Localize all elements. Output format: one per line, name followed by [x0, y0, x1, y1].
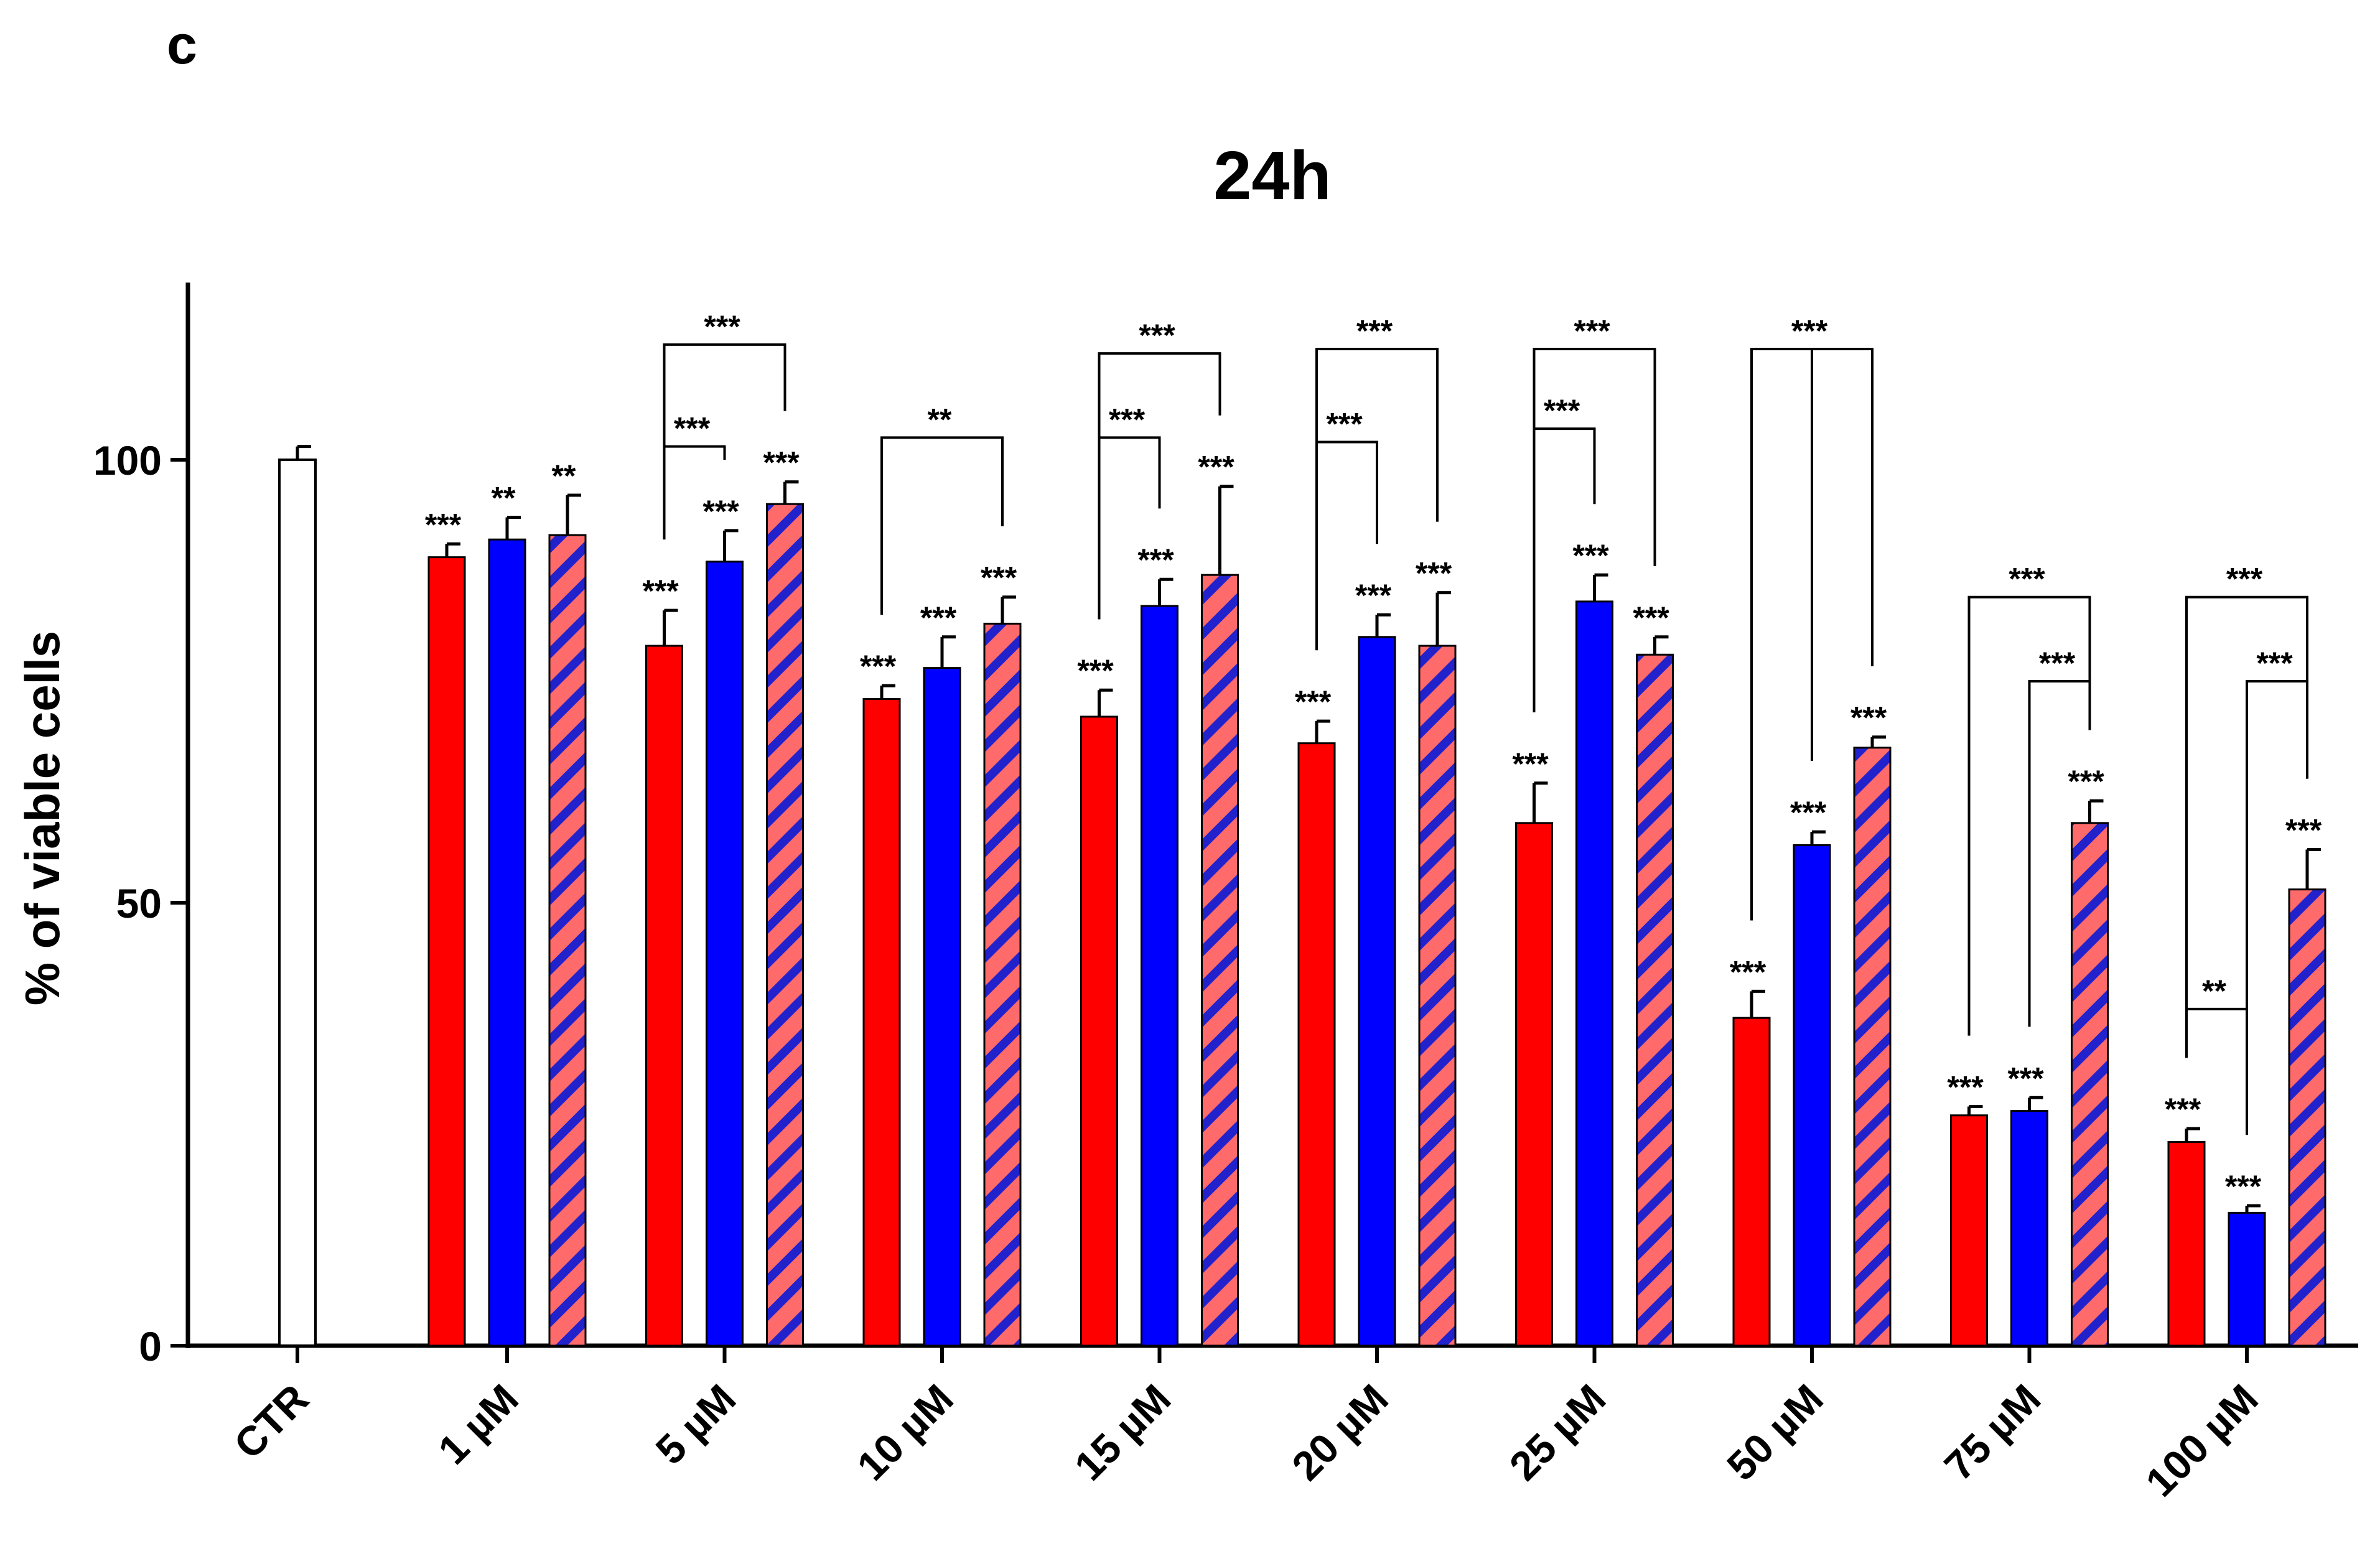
bar-significance-label: ***	[1790, 795, 1827, 830]
bar	[766, 503, 804, 1347]
y-tick-label: 100	[93, 437, 162, 483]
bar	[1575, 600, 1613, 1347]
panel-label: c	[167, 14, 197, 75]
chart-title: 24h	[1213, 137, 1332, 214]
comparison-label: ***	[1139, 318, 1175, 353]
x-tick-label: 20 µM	[1283, 1376, 1397, 1489]
bar	[1732, 1017, 1771, 1347]
bar	[2288, 888, 2326, 1347]
y-tick-label: 0	[139, 1323, 162, 1369]
bar-significance-label: ***	[2068, 764, 2104, 799]
bar	[548, 534, 587, 1347]
bar-significance-label: ***	[860, 649, 897, 684]
comparison-label: ***	[1109, 402, 1146, 437]
bar-significance-label: ***	[1512, 747, 1549, 781]
bar-significance-label: ***	[1572, 538, 1609, 573]
comparison-bracket	[1315, 440, 1378, 651]
x-tick-label: 15 µM	[1065, 1376, 1179, 1489]
bar-significance-label: ***	[642, 574, 679, 608]
bar	[1201, 574, 1239, 1347]
comparison-label: ***	[1326, 407, 1363, 442]
bar	[1418, 645, 1457, 1347]
bar	[488, 538, 526, 1347]
bar-significance-label: ***	[1137, 543, 1174, 577]
bar-significance-label: ***	[1198, 450, 1234, 485]
bar	[706, 561, 744, 1347]
bar-significance-label: **	[552, 459, 576, 493]
bar	[2167, 1140, 2206, 1347]
bar	[1853, 747, 1892, 1347]
bar	[1515, 822, 1553, 1347]
bar-significance-label: ***	[763, 445, 800, 480]
bar	[645, 645, 683, 1347]
comparison-label: ***	[1574, 314, 1610, 348]
bar-significance-label: ***	[702, 494, 739, 529]
bar-significance-label: ***	[2165, 1092, 2201, 1127]
x-tick-label: 10 µM	[848, 1376, 962, 1489]
bar-significance-label: ***	[1295, 684, 1332, 719]
comparison-bracket	[663, 343, 786, 540]
bar	[923, 667, 961, 1347]
y-tick-label: 50	[116, 880, 162, 926]
comparison-bracket	[2185, 1007, 2248, 1135]
comparison-label: ***	[2256, 646, 2293, 681]
bar	[1297, 742, 1336, 1347]
comparison-label: ***	[2226, 562, 2263, 597]
bar-significance-label: ***	[981, 561, 1017, 595]
bar	[2071, 822, 2109, 1347]
comparison-label: ***	[1356, 314, 1393, 348]
bar-significance-label: ***	[1077, 653, 1114, 688]
x-tick-label: 1 µM	[429, 1376, 527, 1473]
comparison-label: ***	[1791, 314, 1828, 348]
comparison-label: ***	[2039, 646, 2076, 681]
comparison-bracket	[1533, 427, 1596, 712]
bar	[1636, 653, 1674, 1347]
bar	[1950, 1114, 1988, 1347]
y-axis-label: % of viable cells	[15, 631, 70, 1006]
comparison-bracket	[880, 436, 1004, 615]
comparison-bracket	[2028, 680, 2091, 1027]
x-tick-label: 5 µM	[646, 1376, 744, 1473]
x-tick-label: CTR	[225, 1376, 317, 1468]
bar	[2228, 1211, 2266, 1347]
bar-significance-label: ***	[1850, 701, 1887, 735]
comparison-label: ***	[2009, 562, 2045, 597]
bar	[983, 622, 1022, 1347]
bar-significance-label: ***	[1947, 1070, 1984, 1105]
comparison-label: **	[928, 402, 952, 437]
bar-significance-label: ***	[1730, 954, 1766, 989]
comparison-label: ***	[1544, 393, 1580, 428]
bar	[1141, 605, 1178, 1347]
comparison-label: **	[2202, 974, 2226, 1008]
bar	[2010, 1110, 2048, 1347]
bar-ctr	[278, 459, 317, 1347]
comparison-bracket	[663, 445, 726, 540]
x-tick-label: 75 µM	[1935, 1376, 2049, 1489]
bar-significance-label: **	[492, 481, 516, 516]
comparison-label: ***	[704, 309, 740, 344]
bar-significance-label: ***	[1355, 578, 1392, 613]
comparison-bracket	[2246, 680, 2308, 1135]
bar-significance-label: ***	[425, 507, 462, 542]
bar-significance-label: ***	[2285, 813, 2322, 848]
bar	[1358, 636, 1396, 1347]
bar-significance-label: ***	[2225, 1169, 2262, 1204]
bar	[1080, 715, 1118, 1347]
bar-significance-label: ***	[1633, 600, 1669, 635]
bar-significance-label: ***	[1416, 556, 1452, 591]
x-tick-label: 50 µM	[1718, 1376, 1832, 1489]
bar	[862, 697, 901, 1347]
x-tick-label: 100 µM	[2137, 1376, 2267, 1506]
bar-significance-label: ***	[2007, 1061, 2044, 1096]
comparison-bracket	[1967, 595, 2091, 1036]
bar	[1793, 844, 1831, 1347]
bar	[427, 556, 466, 1347]
comparison-label: ***	[674, 411, 711, 446]
bar-significance-label: ***	[920, 600, 957, 635]
comparison-bracket	[1098, 436, 1161, 620]
x-tick-label: 25 µM	[1500, 1376, 1614, 1489]
